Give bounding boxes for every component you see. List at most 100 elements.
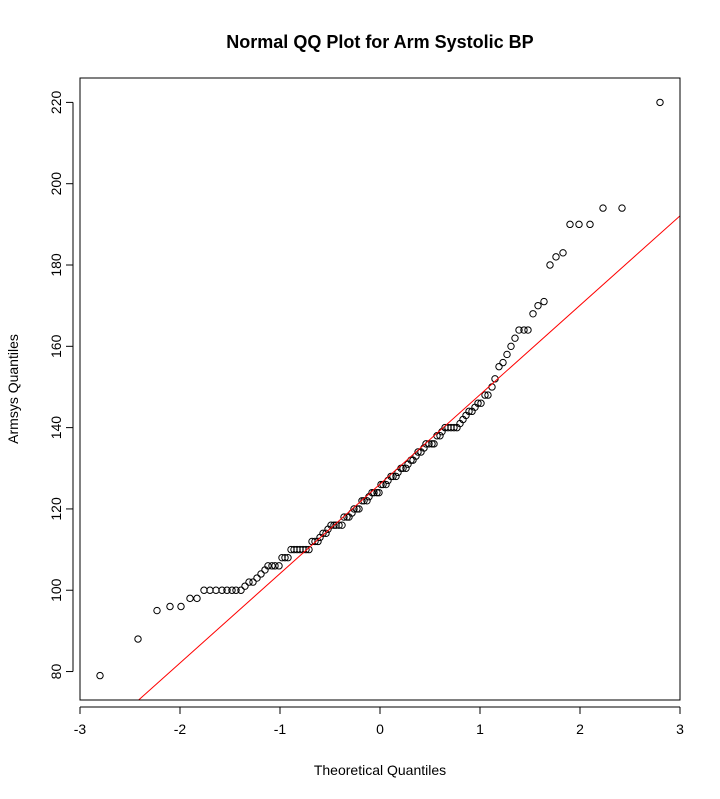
data-point xyxy=(355,505,363,513)
data-point xyxy=(484,391,492,399)
data-point xyxy=(503,350,511,359)
data-point xyxy=(319,529,327,538)
data-point xyxy=(350,505,358,513)
data-point xyxy=(529,310,537,318)
data-point xyxy=(474,399,482,407)
data-point xyxy=(281,554,289,562)
data-point xyxy=(515,326,523,334)
data-point xyxy=(477,399,485,407)
data-point xyxy=(302,545,310,554)
data-point xyxy=(335,521,343,529)
data-point xyxy=(368,488,376,497)
data-point xyxy=(465,407,473,416)
data-point xyxy=(428,440,436,448)
data-point xyxy=(392,472,400,481)
y-tick-label: 160 xyxy=(48,334,64,358)
data-point xyxy=(389,472,397,481)
data-point xyxy=(186,594,194,603)
y-tick-label: 140 xyxy=(48,416,64,440)
x-tick-label: -2 xyxy=(174,721,187,737)
chart-title: Normal QQ Plot for Arm Systolic BP xyxy=(226,32,533,52)
data-point xyxy=(232,586,240,594)
data-point xyxy=(495,362,503,371)
data-point xyxy=(402,464,410,472)
y-axis: 80 100 120 140 160 180 200 220 xyxy=(48,90,74,680)
data-point xyxy=(507,342,515,351)
data-point xyxy=(271,562,279,570)
data-point xyxy=(450,423,458,432)
data-point xyxy=(134,635,142,643)
qq-reference-line xyxy=(137,215,680,700)
data-point xyxy=(481,391,489,399)
x-axis-label: Theoretical Quantiles xyxy=(314,762,446,778)
data-point xyxy=(96,671,104,680)
data-point xyxy=(237,586,245,594)
data-point xyxy=(586,220,594,229)
x-tick-label: -1 xyxy=(274,721,287,737)
data-point xyxy=(520,326,528,334)
data-point xyxy=(363,497,371,505)
data-point xyxy=(249,578,257,586)
y-tick-label: 200 xyxy=(48,172,64,196)
data-point xyxy=(524,326,532,334)
data-point xyxy=(353,505,361,513)
data-point xyxy=(412,452,420,460)
data-point xyxy=(257,570,265,578)
data-point xyxy=(552,253,560,261)
x-tick-label: 1 xyxy=(476,721,484,737)
x-tick-label: -3 xyxy=(74,721,87,737)
data-point xyxy=(546,261,554,269)
data-point xyxy=(245,578,253,586)
y-tick-label: 220 xyxy=(48,90,64,114)
data-point xyxy=(414,448,422,456)
data-point xyxy=(499,358,507,367)
y-tick-label: 120 xyxy=(48,497,64,521)
data-point xyxy=(153,606,161,615)
data-point xyxy=(311,537,319,546)
plot-frame xyxy=(79,77,681,701)
data-point xyxy=(373,488,381,497)
y-tick-label: 80 xyxy=(48,664,64,680)
data-point xyxy=(340,513,348,521)
data-point xyxy=(305,545,313,554)
data-point xyxy=(559,249,567,257)
data-point xyxy=(241,582,249,590)
data-point xyxy=(382,480,390,489)
data-point xyxy=(284,554,292,562)
data-point xyxy=(330,521,338,529)
data-point xyxy=(193,594,201,603)
data-point xyxy=(511,334,519,342)
data-point xyxy=(228,586,236,594)
data-point xyxy=(399,464,407,472)
data-point xyxy=(375,488,383,497)
data-point xyxy=(377,480,385,489)
data-point xyxy=(358,497,366,505)
data-point xyxy=(430,440,438,448)
x-tick-label: 3 xyxy=(676,721,684,737)
data-point xyxy=(268,562,276,570)
y-tick-label: 100 xyxy=(48,578,64,602)
data-point xyxy=(275,562,283,570)
data-point xyxy=(218,586,226,594)
data-point xyxy=(314,537,322,546)
data-point xyxy=(540,297,548,306)
data-point xyxy=(575,220,583,229)
data-point xyxy=(264,562,272,570)
data-point xyxy=(566,220,574,229)
data-point xyxy=(534,301,542,310)
x-tick-label: 2 xyxy=(576,721,584,737)
data-point xyxy=(338,521,346,529)
data-point xyxy=(656,98,664,107)
x-axis: -3 -2 -1 0 1 2 3 xyxy=(74,706,684,737)
data-layer xyxy=(96,98,680,700)
data-point xyxy=(166,602,174,611)
x-tick-label: 0 xyxy=(376,721,384,737)
data-point xyxy=(223,586,231,594)
data-point xyxy=(436,432,444,440)
y-tick-label: 180 xyxy=(48,253,64,277)
data-point xyxy=(253,574,261,582)
data-point xyxy=(618,204,626,212)
data-point xyxy=(387,472,395,481)
